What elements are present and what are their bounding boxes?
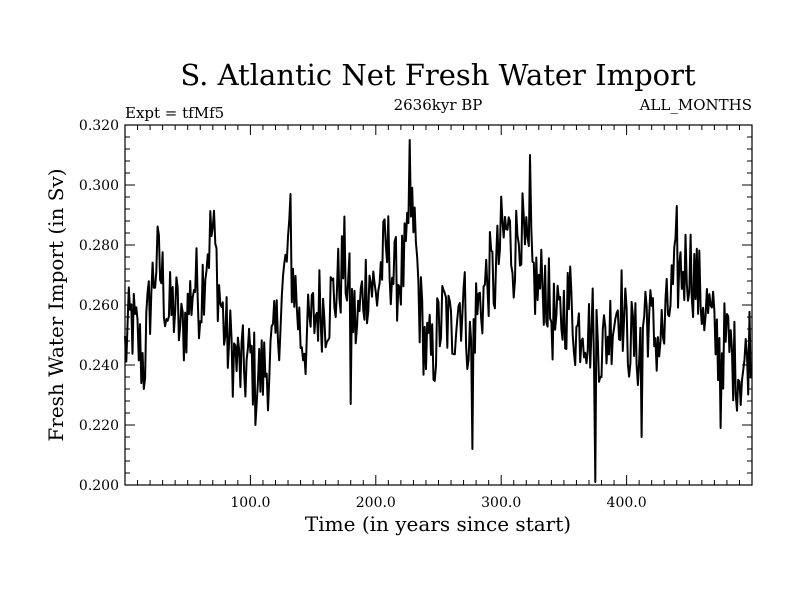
date-label: 2636kyr BP [394,96,483,114]
y-axis-label: Fresh Water Import (in Sv) [44,168,68,441]
x-tick-label: 200.0 [356,495,396,511]
y-tick-label: 0.220 [79,418,119,434]
months-label: ALL_MONTHS [639,96,752,114]
experiment-label: Expt = tfMf5 [125,104,224,122]
x-tick-label: 300.0 [481,495,521,511]
y-tick-label: 0.200 [79,478,119,494]
x-axis-label: Time (in years since start) [305,512,571,536]
y-tick-label: 0.240 [79,358,119,374]
y-tick-label: 0.260 [79,298,119,314]
x-tick-label: 400.0 [607,495,647,511]
x-tick-labels: 100.0 200.0 300.0 400.0 [230,495,646,511]
y-tick-label: 0.320 [79,118,119,134]
chart-title: S. Atlantic Net Fresh Water Import [180,58,696,92]
y-tick-label: 0.300 [79,178,119,194]
y-tick-labels: 0.200 0.220 0.240 0.260 0.280 0.300 0.320 [79,118,119,494]
plot-frame [124,124,753,486]
y-tick-label: 0.280 [79,238,119,254]
series-line [124,139,752,483]
x-tick-label: 100.0 [230,495,270,511]
